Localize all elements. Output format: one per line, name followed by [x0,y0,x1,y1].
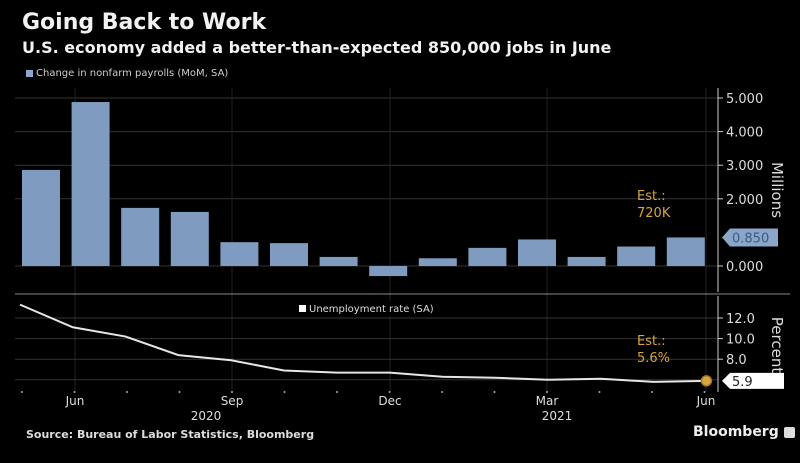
unemployment-line [19,303,707,383]
bar [22,169,60,266]
y-tick-label: 8.0 [726,353,747,368]
y-tick-label: 12.0 [726,312,755,327]
y-tick-label: 3.000 [726,159,763,174]
x-tick [703,391,706,393]
x-tick [651,391,653,393]
last-point-marker [700,375,713,387]
bar [369,266,408,277]
x-tick [73,391,76,393]
bar [121,207,160,266]
source-note: Source: Bureau of Labor Statistics, Bloo… [26,428,315,441]
bar [319,256,358,266]
chart-subtitle: U.S. economy added a better-than-expecte… [22,38,612,57]
chart-title: Going Back to Work [22,10,267,35]
estimate-annotation: Est.: [637,189,666,204]
x-tick-label: Dec [378,394,401,408]
y-tick-label: 5.000 [726,92,763,107]
x-tick [21,391,23,393]
bar [567,256,606,266]
x-tick [336,391,338,393]
last-value-badge [722,228,778,247]
estimate-annotation: Est.: [637,334,666,349]
bar [666,237,705,266]
x-tick [178,391,181,393]
bar [468,247,507,266]
legend-payrolls: Change in nonfarm payrolls (MoM, SA) [26,68,228,79]
y-axis-label: Percent [768,317,786,374]
x-tick-label: Sep [221,394,244,408]
brand-text: Bloomberg [693,424,779,440]
last-value-badge [722,372,784,389]
bar [518,239,556,266]
bar [71,102,110,266]
legend-label: Unemployment rate (SA) [309,304,434,315]
y-tick-label: 0.000 [726,260,763,275]
bar [270,243,308,266]
x-tick [546,391,548,393]
estimate-annotation: 5.6% [637,351,670,366]
estimate-annotation: 720K [637,206,671,221]
y-tick-label: 4.000 [726,126,763,141]
bar [418,258,457,266]
x-tick [283,391,286,393]
x-tick [126,391,128,393]
bar [617,246,656,266]
bloomberg-logo: Bloomberg [693,424,795,440]
x-tick-label: Jun [65,394,85,408]
x-tick [493,391,496,393]
bar [220,242,259,266]
last-value-label: 5.9 [732,375,753,390]
x-tick [598,391,601,393]
last-value-label: 0.850 [732,231,769,246]
x-tick [231,391,233,393]
bloomberg-icon [783,426,795,438]
year-label: 2020 [191,409,222,423]
x-tick [388,391,391,393]
y-tick-label: 10.0 [726,333,755,348]
x-tick-label: Mar [536,394,559,408]
legend-label: Change in nonfarm payrolls (MoM, SA) [36,68,229,79]
x-tick [441,391,443,393]
year-label: 2021 [542,409,573,423]
x-tick-label: Jun [696,394,716,408]
y-axis-label: Millions [768,162,786,218]
bar [170,211,209,266]
y-tick-label: 2.000 [726,193,763,208]
legend-background [296,301,442,316]
legend-swatch [26,70,33,77]
legend-swatch [299,305,306,312]
